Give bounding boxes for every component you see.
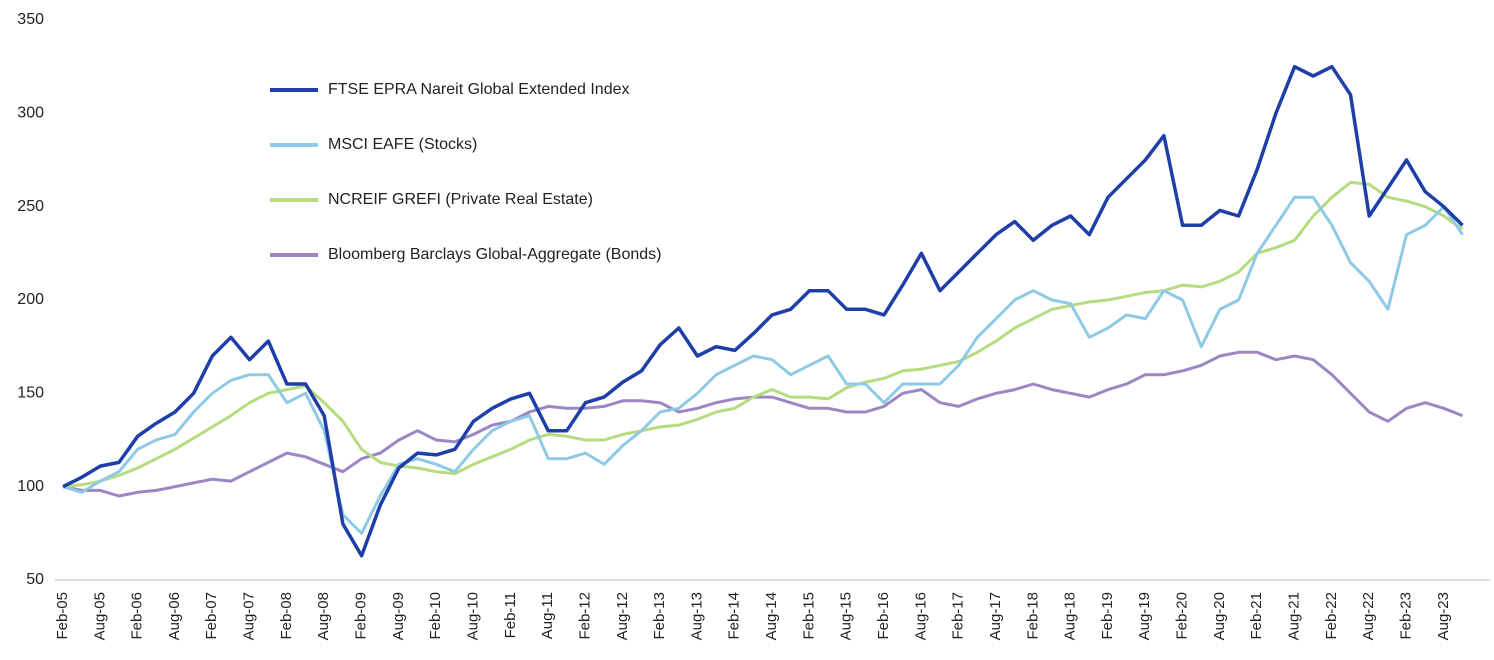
x-tick-label: Feb-22 xyxy=(1323,592,1340,640)
x-tick-label: Aug-09 xyxy=(390,592,407,640)
x-tick-label: Aug-20 xyxy=(1211,592,1228,640)
x-tick-label: Aug-16 xyxy=(912,592,929,640)
y-tick-label: 200 xyxy=(17,291,44,308)
x-tick-label: Aug-07 xyxy=(241,592,258,640)
x-tick-label: Feb-12 xyxy=(576,592,593,640)
y-tick-label: 350 xyxy=(17,11,44,28)
x-tick-label: Feb-11 xyxy=(502,592,519,638)
x-tick-label: Feb-06 xyxy=(129,592,146,640)
series-line xyxy=(62,64,1464,558)
x-tick-label: Feb-23 xyxy=(1397,592,1414,640)
x-tick-label: Feb-05 xyxy=(54,592,71,640)
y-tick-label: 50 xyxy=(26,571,44,588)
x-tick-label: Feb-21 xyxy=(1248,592,1265,640)
series-line xyxy=(62,350,1464,498)
x-tick-label: Aug-15 xyxy=(838,592,855,640)
x-tick-label: Aug-12 xyxy=(614,592,631,640)
x-tick-label: Feb-14 xyxy=(726,592,743,640)
x-tick-label: Aug-19 xyxy=(1136,592,1153,640)
x-tick-label: Feb-13 xyxy=(651,592,668,640)
legend-label: Bloomberg Barclays Global-Aggregate (Bon… xyxy=(328,246,662,263)
x-tick-label: Feb-15 xyxy=(800,592,817,640)
legend-label: NCREIF GREFI (Private Real Estate) xyxy=(328,191,593,208)
x-tick-label: Aug-10 xyxy=(464,592,481,640)
x-tick-label: Aug-08 xyxy=(315,592,332,640)
x-tick-label: Aug-17 xyxy=(987,592,1004,640)
x-tick-label: Aug-13 xyxy=(688,592,705,640)
x-tick-label: Aug-05 xyxy=(91,592,108,640)
x-tick-label: Feb-16 xyxy=(875,592,892,640)
y-tick-label: 150 xyxy=(17,385,44,402)
x-tick-label: Aug-21 xyxy=(1286,592,1303,640)
y-tick-label: 300 xyxy=(17,105,44,122)
x-tick-label: Feb-20 xyxy=(1174,592,1191,640)
y-tick-label: 100 xyxy=(17,478,44,495)
x-tick-label: Aug-18 xyxy=(1062,592,1079,640)
x-tick-label: Aug-22 xyxy=(1360,592,1377,640)
x-tick-label: Feb-09 xyxy=(353,592,370,640)
legend-label: FTSE EPRA Nareit Global Extended Index xyxy=(328,81,629,98)
y-tick-label: 250 xyxy=(17,198,44,215)
x-tick-label: Aug-14 xyxy=(763,592,780,640)
series-line xyxy=(62,195,1464,535)
x-tick-label: Feb-17 xyxy=(950,592,967,640)
x-tick-label: Aug-23 xyxy=(1435,592,1452,640)
legend-label: MSCI EAFE (Stocks) xyxy=(328,136,477,153)
x-tick-label: Feb-07 xyxy=(203,592,220,640)
series-line xyxy=(62,180,1464,489)
x-tick-label: Aug-11 xyxy=(539,592,556,639)
x-tick-label: Feb-18 xyxy=(1024,592,1041,640)
x-tick-label: Aug-06 xyxy=(166,592,183,640)
x-tick-label: Feb-19 xyxy=(1099,592,1116,640)
x-tick-label: Feb-08 xyxy=(278,592,295,640)
x-tick-label: Feb-10 xyxy=(427,592,444,640)
